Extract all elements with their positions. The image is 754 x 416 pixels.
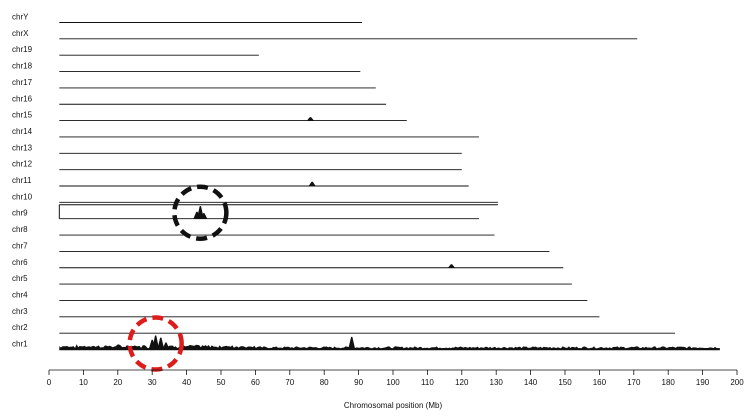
annotation-circle-chr1 <box>127 315 184 372</box>
peak-chr1-1 <box>157 337 165 350</box>
track-chr11 <box>59 181 469 187</box>
chromosome-label-chr4: chr4 <box>12 290 28 299</box>
track-chr6 <box>59 264 564 269</box>
x-tick-label-20: 20 <box>113 378 122 387</box>
peak-chr9-1 <box>193 211 201 219</box>
peak-chr11-0 <box>308 181 316 186</box>
x-axis: 0 10 20 30 40 50 60 70 80 90 100 110 120 130 140 150 160… <box>47 369 744 387</box>
x-tick-label-30: 30 <box>148 378 157 387</box>
x-tick-label-150: 150 <box>558 378 572 387</box>
peak-chr6-0 <box>447 264 455 268</box>
peak-chr1-4 <box>348 336 356 350</box>
chromosome-label-chr5: chr5 <box>12 274 28 283</box>
x-tick-label-190: 190 <box>696 378 710 387</box>
peak-chr15-0 <box>306 117 314 121</box>
chromosome-label-chr15: chr15 <box>12 111 33 120</box>
x-tick-label-180: 180 <box>662 378 676 387</box>
x-tick-label-90: 90 <box>354 378 363 387</box>
x-tick-label-100: 100 <box>386 378 400 387</box>
chromosome-label-chr2: chr2 <box>12 323 28 332</box>
chromosome-labels: chrY chrX chr19 chr18 chr17 chr16 chr15 chr14 ch… <box>12 13 33 349</box>
chromosome-label-chr13: chr13 <box>12 143 33 152</box>
chromosome-label-chr9: chr9 <box>12 209 28 218</box>
x-tick-label-120: 120 <box>455 378 469 387</box>
x-tick-label-50: 50 <box>217 378 226 387</box>
x-tick-label-40: 40 <box>182 378 191 387</box>
annotation-circles <box>127 184 229 372</box>
x-tick-label-160: 160 <box>593 378 607 387</box>
x-tick-label-200: 200 <box>730 378 744 387</box>
x-tick-label-140: 140 <box>524 378 538 387</box>
coverage-area-chr1 <box>59 344 720 350</box>
chromosome-label-chr16: chr16 <box>12 94 33 103</box>
chromosome-label-chr7: chr7 <box>12 241 28 250</box>
x-tick-label-60: 60 <box>251 378 260 387</box>
x-tick-label-80: 80 <box>320 378 329 387</box>
chromosome-label-chr3: chr3 <box>12 307 28 316</box>
chromosome-label-chr8: chr8 <box>12 225 28 234</box>
chromosome-label-chr19: chr19 <box>12 45 33 54</box>
x-tick-label-70: 70 <box>285 378 294 387</box>
chromosome-label-chrX: chrX <box>12 29 29 38</box>
chromosome-label-chr11: chr11 <box>12 176 32 185</box>
x-tick-label-130: 130 <box>490 378 504 387</box>
track-chr1 <box>59 335 720 351</box>
chromosome-label-chr12: chr12 <box>12 160 33 169</box>
chromosome-label-chr6: chr6 <box>12 258 28 267</box>
chromosome-label-chr10: chr10 <box>12 192 33 201</box>
peak-chr9-2 <box>200 213 208 219</box>
chromosome-label-chrY: chrY <box>12 13 29 22</box>
chromosome-tracks <box>58 22 720 351</box>
track-chr9 <box>58 204 498 220</box>
x-tick-label-170: 170 <box>627 378 641 387</box>
annotation-circle-chr9 <box>172 184 229 241</box>
x-tick-label-10: 10 <box>79 378 88 387</box>
track-chr15 <box>59 117 407 122</box>
x-tick-label-0: 0 <box>47 378 52 387</box>
chromosome-label-chr18: chr18 <box>12 62 33 71</box>
chromosome-label-chr17: chr17 <box>12 78 33 87</box>
x-axis-title: Chromosomal position (Mb) <box>344 401 443 410</box>
x-tick-label-110: 110 <box>421 378 434 387</box>
chromosome-label-chr14: chr14 <box>12 127 33 136</box>
chromosome-label-chr1: chr1 <box>12 340 28 349</box>
